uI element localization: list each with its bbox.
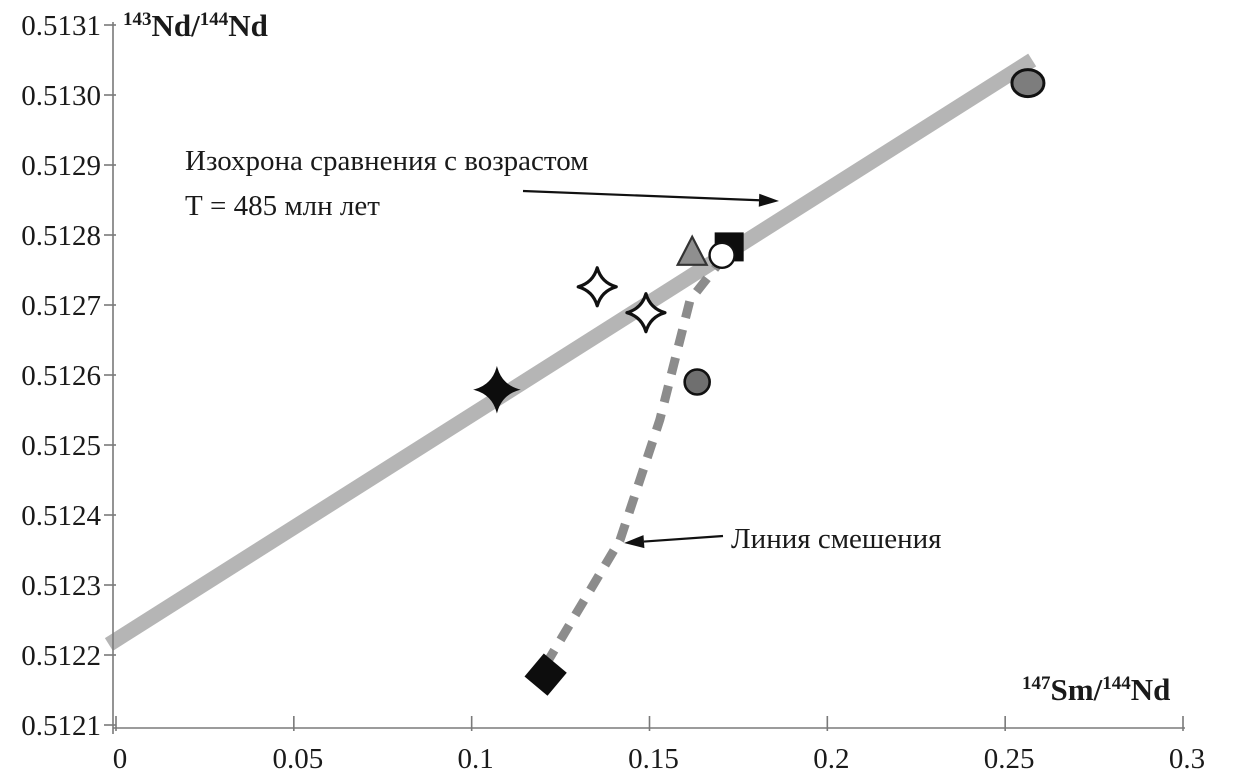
isochron-label-text: Т = 485 млн лет <box>185 190 380 222</box>
y-tick-label: 0.5127 <box>21 290 101 322</box>
x-axis-title: 147​Sm/144​Nd <box>1022 672 1170 707</box>
x-tick-label: 0.2 <box>813 743 849 775</box>
data-point-diamond <box>524 653 567 696</box>
isochron-label-text: Изохрона сравнения с возрастом <box>185 145 589 177</box>
y-tick-label: 0.5124 <box>21 500 101 532</box>
x-tick-label: 0.1 <box>458 743 494 775</box>
y-tick-label: 0.5122 <box>21 640 101 672</box>
isochron-line <box>104 53 1037 651</box>
x-tick-label: 0.05 <box>272 743 323 775</box>
axes <box>104 22 1185 734</box>
annotations: Изохрона сравнения с возрастом Т = 485 мл… <box>185 145 942 555</box>
x-tick-label: 0.15 <box>628 743 679 775</box>
isochron-band <box>104 53 1037 651</box>
y-axis-title: 143​Nd/144​Nd <box>123 8 268 43</box>
data-point-open-star <box>625 292 667 334</box>
y-tick-label: 0.5126 <box>21 360 101 392</box>
mixing-line <box>541 255 727 668</box>
y-tick-label: 0.5128 <box>21 220 101 252</box>
mixing-label-arrow-shaft <box>643 534 724 543</box>
data-point-triangle <box>675 234 709 266</box>
y-tick-label: 0.5131 <box>21 10 101 42</box>
x-tick-label: 0.25 <box>984 743 1035 775</box>
data-point-open-star <box>576 266 618 308</box>
y-tick-label: 0.5125 <box>21 430 101 462</box>
y-tick-labels: 0.5121 0.5122 0.5123 0.5124 0.5125 0.5126 0.51… <box>21 10 101 742</box>
isochron-label-arrow-shaft <box>522 189 760 202</box>
data-points <box>473 68 1046 696</box>
data-point-circle <box>683 368 711 396</box>
y-tick-label: 0.5121 <box>21 710 101 742</box>
y-tick-label: 0.5123 <box>21 570 101 602</box>
y-tick-label: 0.5130 <box>21 80 101 112</box>
x-tick-label: 0 <box>113 743 128 775</box>
y-tick-label: 0.5129 <box>21 150 101 182</box>
isochron-label-arrow-head <box>758 193 779 207</box>
mixing-label-text: Линия смешения <box>731 523 942 555</box>
data-point-filled-star <box>473 365 521 414</box>
mixing-dashed-line <box>541 255 727 668</box>
data-point-open-circle <box>708 241 736 270</box>
x-tick-label: 0.3 <box>1169 743 1205 775</box>
x-tick-labels: 0 0.05 0.1 0.15 0.2 0.25 0.3 <box>113 743 1205 775</box>
mixing-label-arrow-head <box>624 535 645 549</box>
data-point-ellipse <box>1010 68 1046 99</box>
